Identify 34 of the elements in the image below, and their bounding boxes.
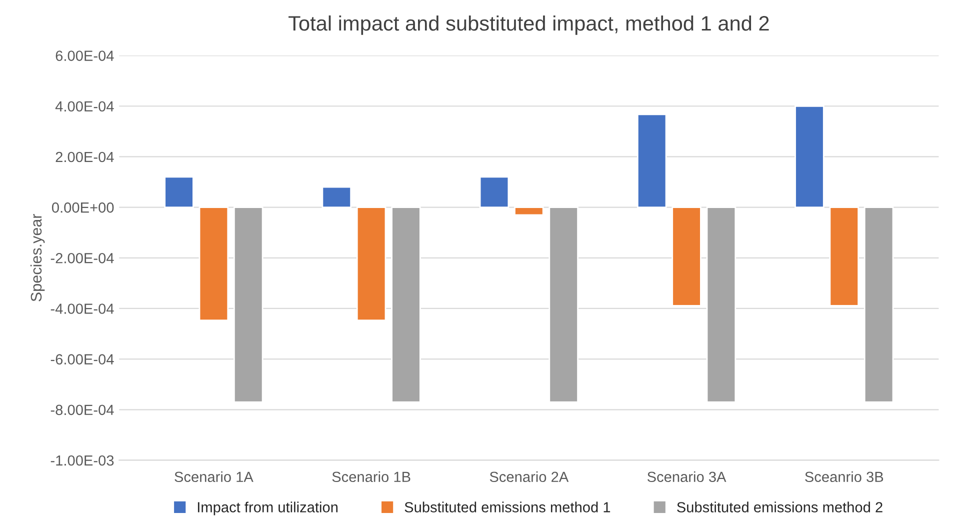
chart-title: Total impact and substituted impact, method 1 and 2 bbox=[288, 15, 769, 35]
bar bbox=[794, 105, 824, 208]
y-tick-label: 0.00E+00 bbox=[52, 202, 114, 213]
bar bbox=[636, 114, 667, 208]
bar bbox=[864, 206, 894, 403]
bar bbox=[829, 206, 860, 306]
x-tick-label: Scenario 3A bbox=[647, 471, 726, 482]
y-tick-label: -4.00E-04 bbox=[50, 304, 114, 314]
legend-label: Impact from utilization bbox=[198, 502, 338, 516]
bar bbox=[198, 206, 229, 322]
bar bbox=[706, 206, 736, 403]
bar bbox=[322, 186, 352, 208]
y-tick-label: 6.00E-04 bbox=[56, 50, 114, 61]
x-tick-label: Scenario 2A bbox=[490, 471, 569, 482]
x-tick-label: Scenario 1A bbox=[174, 471, 254, 482]
bar bbox=[356, 206, 386, 322]
legend-label: Substituted emissions method 2 bbox=[677, 502, 882, 512]
y-tick-label: -1.00E-03 bbox=[50, 455, 114, 466]
bar bbox=[233, 206, 264, 403]
x-tick-label: Sceanrio 3B bbox=[805, 471, 884, 482]
bar bbox=[479, 176, 510, 208]
bar bbox=[548, 206, 578, 403]
x-tick-label: Scenario 1B bbox=[332, 471, 410, 482]
y-tick-label: -6.00E-04 bbox=[50, 354, 114, 364]
legend-label: Substituted emissions method 1 bbox=[404, 502, 610, 512]
y-axis-title: Species.year bbox=[30, 214, 45, 302]
y-tick-label: -2.00E-04 bbox=[50, 252, 114, 264]
y-tick-label: 2.00E-04 bbox=[56, 152, 114, 162]
y-tick-label: -8.00E-04 bbox=[50, 404, 114, 416]
bar bbox=[672, 206, 702, 306]
bar bbox=[391, 206, 421, 403]
y-tick-label: 4.00E-04 bbox=[55, 101, 114, 112]
bar bbox=[164, 176, 194, 208]
bar bbox=[514, 206, 544, 216]
